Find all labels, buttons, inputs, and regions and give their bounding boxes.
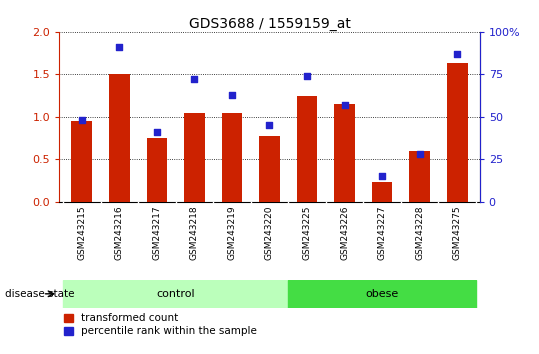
Text: obese: obese [365,289,399,299]
Point [378,173,386,179]
Bar [372,182,392,202]
Point [416,152,424,157]
Legend: transformed count, percentile rank within the sample: transformed count, percentile rank withi… [65,313,257,336]
Text: GSM243220: GSM243220 [265,206,274,260]
Point [340,102,349,108]
Text: GSM243218: GSM243218 [190,206,199,260]
Text: GSM243228: GSM243228 [415,206,424,260]
Bar [409,151,430,202]
Point [115,44,123,50]
Text: GSM243215: GSM243215 [77,206,86,260]
Bar [288,280,476,308]
Bar [147,138,167,202]
Bar [259,136,280,202]
Point [265,122,274,128]
Text: GSM243275: GSM243275 [453,206,462,260]
Point [227,92,236,98]
Point [190,76,199,82]
Title: GDS3688 / 1559159_at: GDS3688 / 1559159_at [189,17,350,31]
Text: GSM243216: GSM243216 [115,206,124,260]
Bar [296,96,317,202]
Bar [184,113,205,202]
Bar [447,63,467,202]
Text: GSM243225: GSM243225 [302,206,312,260]
Text: control: control [156,289,195,299]
Point [153,129,161,135]
Text: disease state: disease state [5,289,75,299]
Text: GSM243219: GSM243219 [227,206,237,260]
Bar [109,74,130,202]
Text: GSM243227: GSM243227 [378,206,386,260]
Bar [63,280,288,308]
Point [303,73,312,79]
Bar [222,113,243,202]
Bar [334,104,355,202]
Text: GSM243217: GSM243217 [153,206,161,260]
Point [453,51,461,57]
Bar [72,121,92,202]
Point [78,118,86,123]
Text: GSM243226: GSM243226 [340,206,349,260]
